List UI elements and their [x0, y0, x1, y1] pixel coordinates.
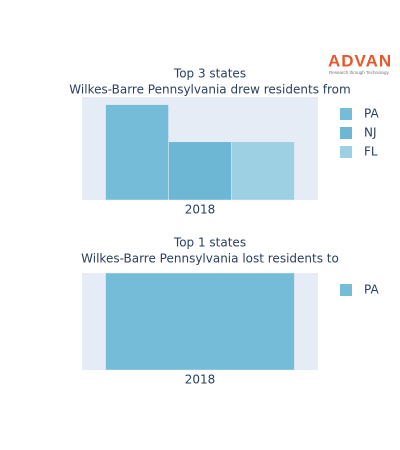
- bar: [105, 272, 295, 371]
- legend-label: PA: [364, 283, 379, 297]
- bar: [105, 104, 169, 201]
- chart-subtitle: Wilkes-Barre Pennsylvania drew residents…: [69, 83, 350, 97]
- logo-name: ADVAN: [328, 51, 392, 70]
- chart-title: Top 3 states: [173, 67, 246, 81]
- legend-swatch: [340, 284, 352, 296]
- bar: [168, 141, 232, 201]
- chart-title: Top 1 states: [173, 236, 246, 250]
- legend-swatch: [340, 146, 352, 158]
- bar: [231, 141, 295, 201]
- legend-label: FL: [364, 145, 378, 159]
- legend-swatch: [340, 108, 352, 120]
- chart-subtitle: Wilkes-Barre Pennsylvania lost residents…: [81, 252, 339, 266]
- legend-label: PA: [364, 107, 379, 121]
- x-tick-label: 2018: [185, 373, 216, 387]
- x-tick-label: 2018: [185, 203, 216, 217]
- logo-tagline: Research through Technology: [329, 70, 389, 75]
- legend-swatch: [340, 127, 352, 139]
- legend-label: NJ: [364, 126, 377, 140]
